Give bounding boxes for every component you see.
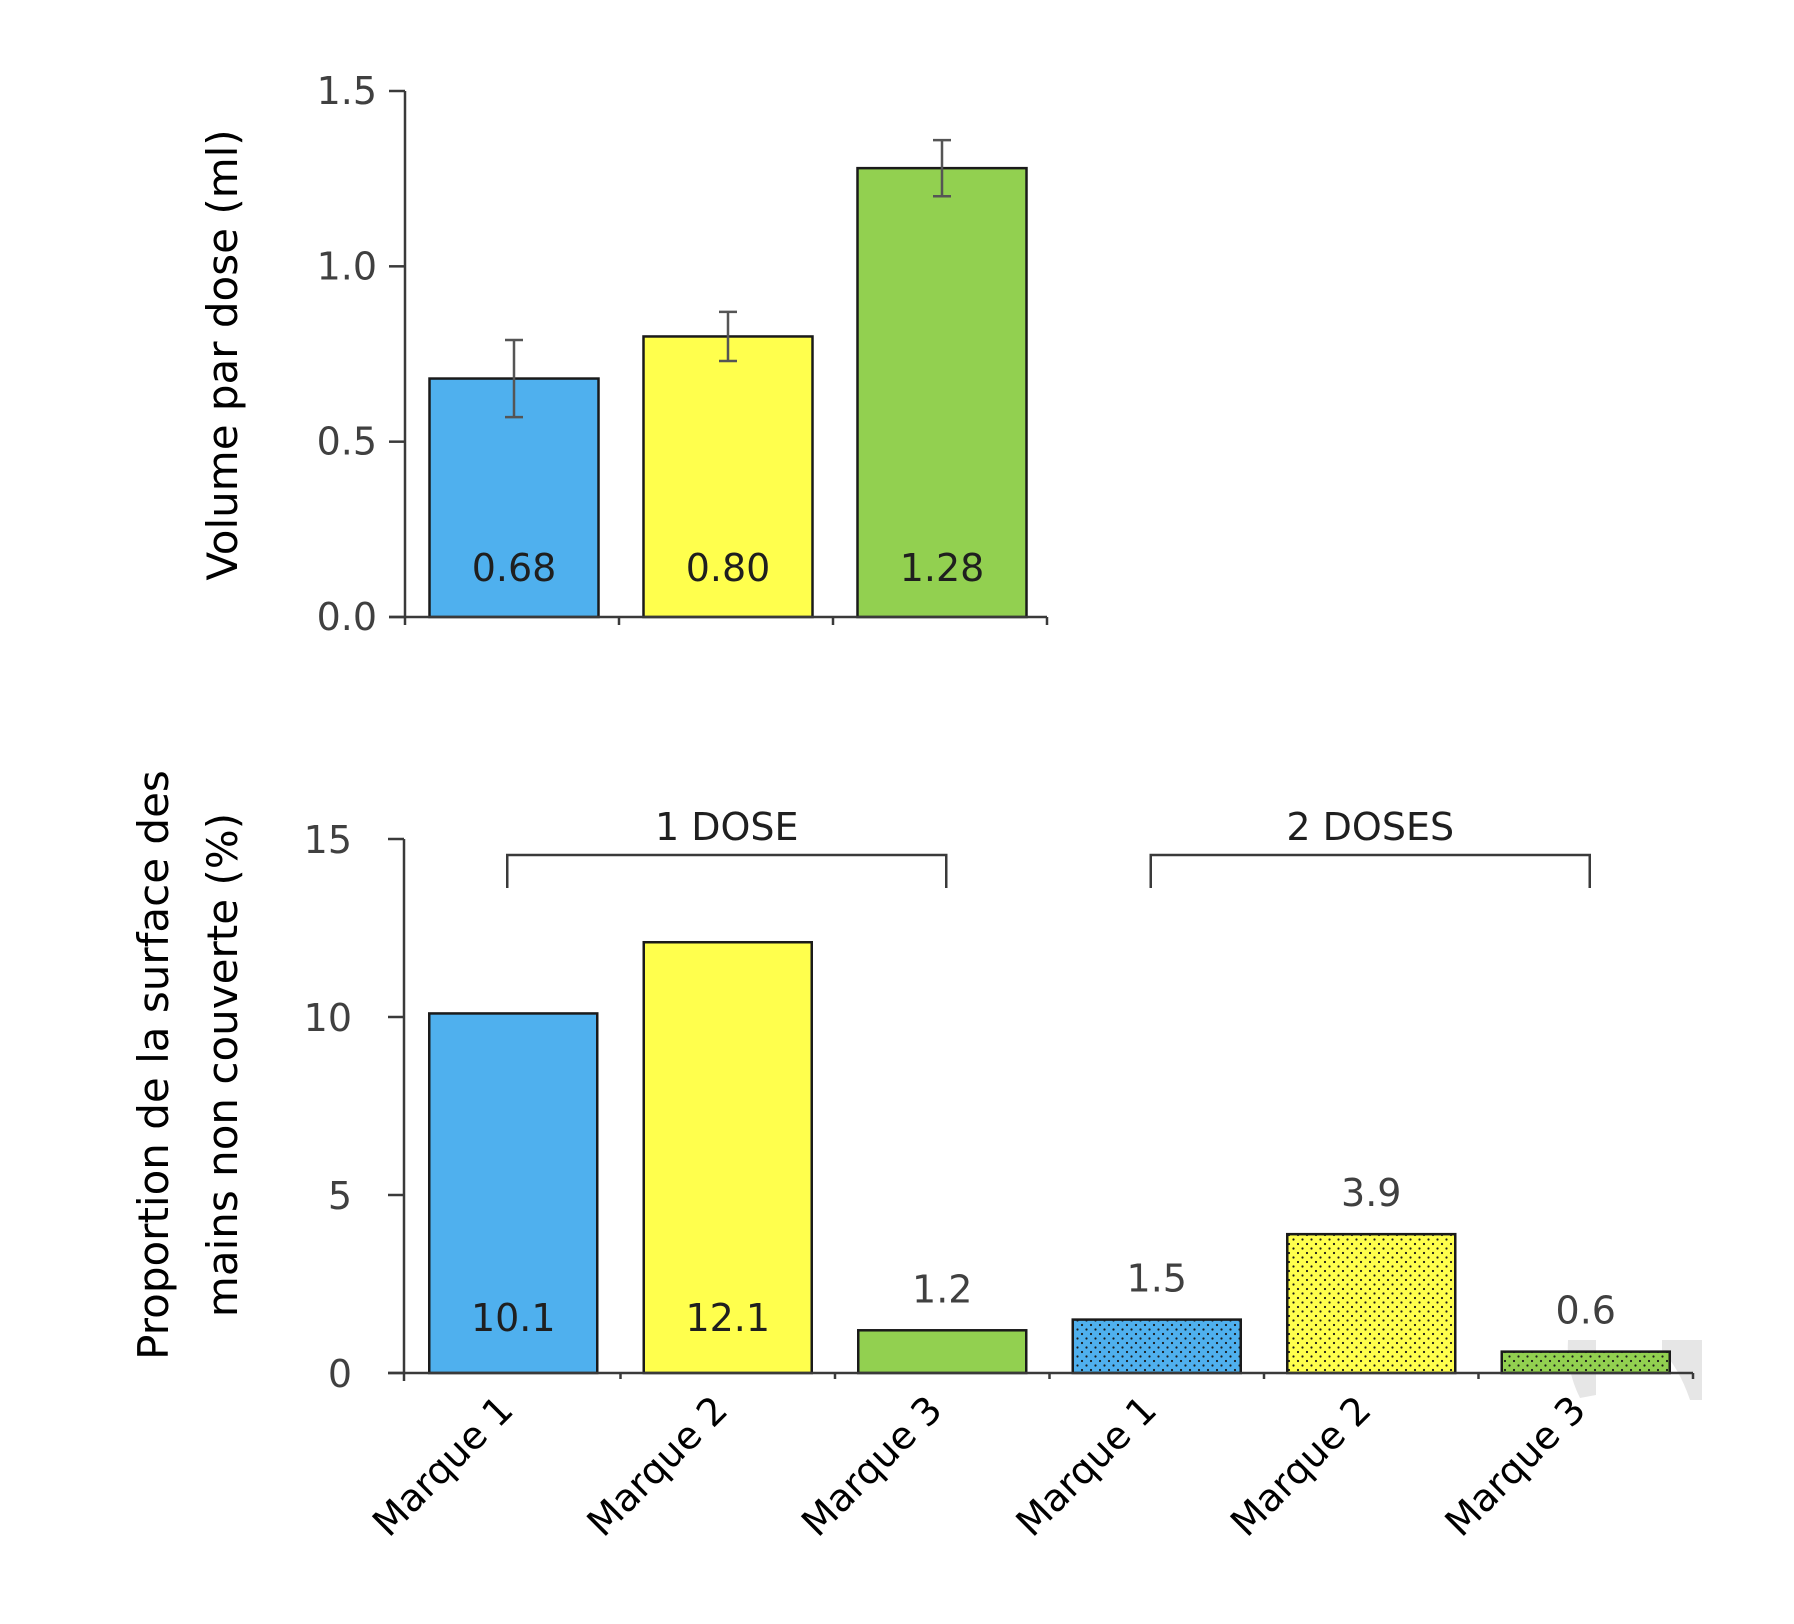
group-bracket — [1149, 853, 1591, 888]
bar — [857, 1329, 1028, 1375]
coverage-chart: Proportion de la surface des mains non c… — [129, 770, 1695, 1545]
y-tick-label: 15 — [304, 818, 352, 862]
x-category-label: Marque 2 — [1222, 1387, 1380, 1545]
top-axes — [389, 91, 1049, 625]
bottom-bars: 10.1 12.1 1.2 1.5 3.9 0.6 — [428, 940, 1671, 1375]
bar — [428, 1012, 599, 1375]
bar — [1500, 1350, 1671, 1375]
group-label: 2 DOSES — [1286, 805, 1454, 849]
data-label: 0.6 — [1556, 1289, 1616, 1333]
x-category-label: Marque 3 — [793, 1387, 951, 1545]
y-tick-label: 0.0 — [317, 595, 377, 639]
data-label: 1.28 — [900, 546, 985, 590]
y-tick-label: 0 — [328, 1352, 352, 1396]
data-label: 1.2 — [912, 1267, 972, 1311]
group-bracket — [506, 853, 948, 888]
volume-chart: Volume par dose (ml) 0.00.51.01.5 0.68 0.… — [198, 69, 1049, 639]
data-label: 1.5 — [1127, 1257, 1187, 1301]
group-label: 1 DOSE — [655, 805, 799, 849]
x-category-label: Marque 1 — [1008, 1387, 1166, 1545]
dose-group-brackets: 1 DOSE 2 DOSES — [506, 805, 1591, 888]
bar — [1071, 1318, 1242, 1375]
x-category-label: Marque 2 — [579, 1387, 737, 1545]
bar — [856, 166, 1028, 619]
data-label: 12.1 — [685, 1296, 770, 1340]
bar — [642, 940, 813, 1375]
data-label: 0.80 — [686, 546, 771, 590]
bar — [1286, 1232, 1457, 1375]
bottom-y-ticks: 0 5 10 15 — [304, 818, 404, 1396]
top-y-ticks: 0.0 0.5 1.0 1.5 — [317, 69, 405, 639]
data-label: 10.1 — [471, 1296, 556, 1340]
bottom-y-axis-title-line-1: Proportion de la surface des — [129, 770, 178, 1360]
bottom-axes — [388, 839, 1695, 1381]
top-bars: 0.68 0.80 1.28 — [428, 138, 1028, 619]
y-tick-label: 1.5 — [317, 69, 377, 113]
bar — [642, 335, 814, 619]
y-tick-label: 5 — [328, 1174, 352, 1218]
x-category-label: Marque 3 — [1437, 1387, 1595, 1545]
x-category-label: Marque 1 — [364, 1387, 522, 1545]
y-tick-label: 1.0 — [317, 244, 377, 288]
bottom-y-axis-title-line-2: mains non couverte (%) — [198, 813, 247, 1317]
y-tick-label: 10 — [304, 996, 352, 1040]
data-label: 0.68 — [472, 546, 557, 590]
top-y-axis-title: Volume par dose (ml) — [198, 129, 247, 580]
bottom-x-labels: Marque 1 Marque 2 Marque 3 Marque 1 Marque 2… — [364, 1387, 1594, 1545]
y-tick-label: 0.5 — [317, 420, 377, 464]
data-label: 3.9 — [1341, 1171, 1401, 1215]
